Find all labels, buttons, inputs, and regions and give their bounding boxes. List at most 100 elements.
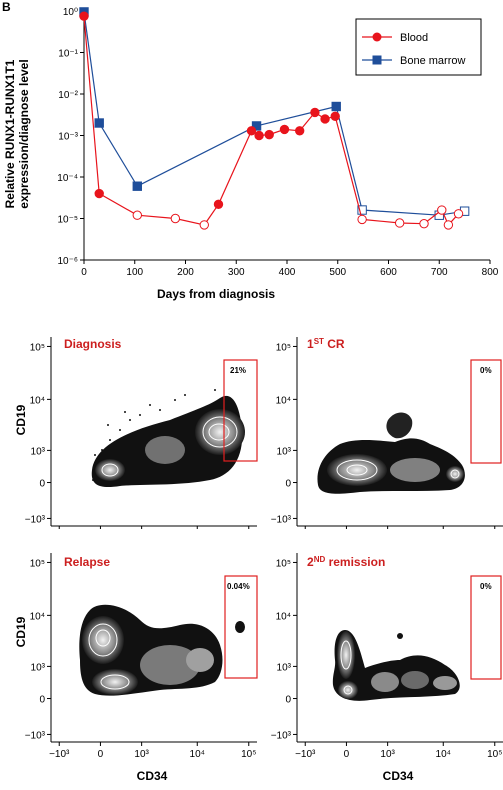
flow-y-tick-label: 0: [285, 695, 291, 706]
flow-y-tick-label: 10⁴: [276, 395, 291, 406]
density-plot-1st-cr: [317, 412, 465, 494]
blood-point: [330, 111, 340, 122]
panel-title-2nd-remission: 2ND remission: [307, 555, 385, 569]
flow-y-tick-label: 10⁵: [30, 558, 45, 569]
top-x-tick-label: 400: [279, 267, 296, 278]
gate-percent-1st-cr: 0%: [480, 366, 492, 375]
series-line-bone-marrow: [83, 11, 465, 216]
top-y-tick-label: 10⁻⁴: [57, 173, 78, 184]
bone-marrow-point: [331, 101, 341, 112]
flow-x-label-right: CD34: [383, 769, 414, 783]
panel-title-1st-cr: 1ST CR: [307, 337, 345, 351]
blood-point: [246, 126, 257, 136]
flow-y-tick-label: 10⁵: [276, 558, 291, 569]
flow-x-tick-label: 10³: [134, 749, 149, 760]
gate-1st-cr: [470, 359, 502, 464]
legend-marker-bone-marrow: [372, 55, 382, 65]
flow-y-label-bottom: CD19: [14, 616, 28, 647]
bone-marrow-point: [357, 205, 367, 215]
flow-y-label-top: CD19: [14, 404, 28, 435]
top-y-axis-label-line2: expression/diagnose level: [17, 59, 31, 208]
legend-label-blood: Blood: [400, 32, 428, 44]
blood-point: [79, 11, 89, 21]
top-axes: 0 100 200 300 400 500 600 700 800 10⁰ 10⁻¹ 10⁻² 10⁻³…: [57, 7, 498, 278]
blood-point: [254, 130, 264, 141]
flow-x-tick-label: 10⁴: [190, 749, 205, 760]
flow-y-tick-label: 10⁵: [276, 342, 291, 353]
top-x-tick-label: 800: [482, 267, 499, 278]
density-plot-diagnosis: [91, 389, 245, 488]
flow-y-tick-label: 10⁴: [30, 611, 45, 622]
top-series: [79, 7, 470, 230]
bone-marrow-point: [132, 181, 142, 191]
panel-title-relapse: Relapse: [64, 555, 110, 569]
gate-percent-relapse: 0.04%: [227, 582, 250, 591]
gate-percent-diagnosis: 21%: [230, 366, 246, 375]
blood-point: [310, 107, 320, 118]
flow-y-tick-label: 10³: [277, 446, 292, 457]
legend: Blood Bone marrow: [355, 18, 482, 76]
top-x-tick-label: 200: [177, 267, 194, 278]
flow-x-tick-label: 10⁴: [436, 749, 451, 760]
blood-point: [453, 209, 464, 219]
flow-y-tick-label: −10³: [271, 514, 292, 525]
mrd-line-chart: 0 100 200 300 400 500 600 700 800 10⁰ 10⁻¹ 10⁻² 10⁻³…: [3, 7, 499, 301]
bone-marrow-point: [94, 118, 104, 128]
gate-2nd-remission: [470, 575, 502, 680]
top-x-tick-label: 700: [431, 267, 448, 278]
top-x-tick-label: 100: [126, 267, 143, 278]
blood-point: [213, 199, 224, 209]
top-y-axis-label-line1: Relative RUNX1-RUNX1T1: [3, 59, 17, 208]
gate-diagnosis: [223, 359, 258, 462]
flow-y-tick-label: 10³: [31, 446, 46, 457]
flow-x-tick-label: −10³: [295, 749, 316, 760]
panel-title-diagnosis: Diagnosis: [64, 337, 122, 351]
flow-x-tick-label: −10³: [49, 749, 70, 760]
flow-axes: 10⁵ 10⁴ 10³ 0 −10³ 10⁵ 10⁴ 10³ 0 −10³ 10⁵ 10⁴ 10³ 0 −1…: [25, 337, 503, 760]
flow-y-tick-label: 0: [285, 479, 291, 490]
density-plot-2nd-remission: [332, 630, 460, 701]
panel-letter: B: [2, 0, 11, 14]
top-x-tick-label: 0: [81, 267, 87, 278]
blood-point: [357, 214, 367, 225]
blood-point: [394, 218, 405, 228]
blood-point: [170, 213, 181, 224]
flow-y-tick-label: 10³: [31, 662, 46, 673]
top-x-tick-label: 600: [380, 267, 397, 278]
flow-x-tick-label: 10³: [380, 749, 395, 760]
density-plot-relapse: [79, 604, 245, 696]
top-x-tick-label: 500: [329, 267, 346, 278]
flow-x-tick-label: 0: [98, 749, 104, 760]
flow-cytometry-grid: 21% Diagnosis 0% 1ST CR: [14, 337, 503, 783]
gate-relapse: [224, 575, 258, 679]
bone-marrow-point: [251, 121, 262, 131]
flow-y-tick-label: −10³: [25, 730, 46, 741]
top-y-tick-label: 10⁰: [63, 7, 78, 18]
flow-y-tick-label: 10³: [277, 662, 292, 673]
blood-point: [419, 218, 429, 229]
flow-panel-relapse: 0.04% Relapse: [64, 555, 258, 696]
flow-x-tick-label: 10⁵: [241, 749, 256, 760]
flow-y-tick-label: 0: [39, 479, 45, 490]
blood-point: [443, 220, 454, 230]
flow-y-tick-label: 10⁴: [30, 395, 45, 406]
flow-y-tick-label: −10³: [271, 730, 292, 741]
top-y-tick-label: 10⁻⁵: [57, 215, 78, 226]
blood-point: [294, 126, 305, 136]
top-x-axis-label: Days from diagnosis: [157, 287, 275, 301]
legend-marker-blood: [372, 32, 382, 42]
flow-panel-1st-cr: 0% 1ST CR: [307, 337, 502, 494]
top-y-tick-label: 10⁻⁶: [57, 256, 78, 267]
blood-point: [199, 220, 209, 230]
blood-point: [94, 188, 104, 199]
top-y-tick-label: 10⁻¹: [58, 49, 78, 60]
flow-y-tick-label: −10³: [25, 514, 46, 525]
legend-box: [355, 18, 482, 76]
top-y-tick-label: 10⁻³: [58, 132, 78, 143]
flow-x-tick-label: 0: [344, 749, 350, 760]
blood-point: [264, 129, 274, 140]
flow-y-tick-label: 0: [39, 695, 45, 706]
top-y-tick-label: 10⁻²: [58, 90, 78, 101]
flow-x-label-left: CD34: [137, 769, 168, 783]
